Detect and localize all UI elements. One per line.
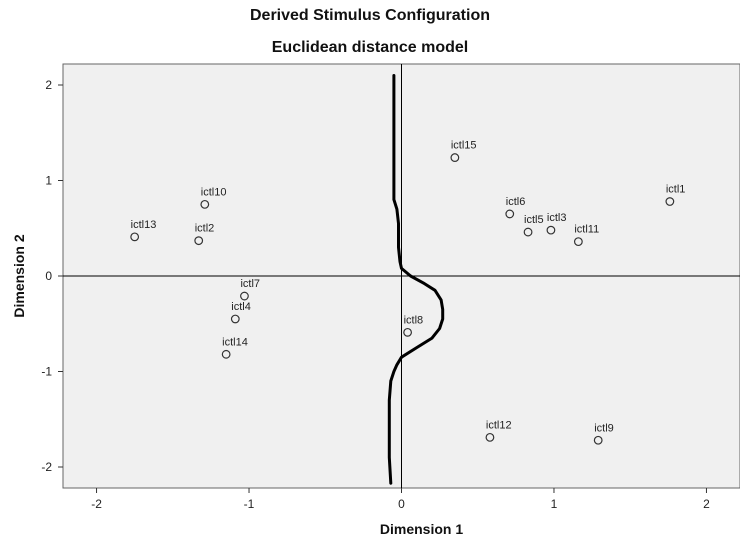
data-point: [200, 199, 210, 209]
data-point: [221, 349, 231, 359]
chart-title: Derived Stimulus Configuration: [249, 7, 490, 24]
data-point: [485, 432, 495, 442]
data-point: [665, 197, 675, 206]
x-axis-title: Dimension 1: [380, 521, 463, 537]
y-tick-label: -2: [41, 460, 52, 474]
data-point: [194, 236, 204, 246]
x-tick-label: 0: [398, 497, 405, 511]
fit-curve: [387, 74, 445, 485]
data-point-label: ictl4: [231, 301, 251, 313]
data-point: [523, 227, 533, 237]
data-point-label: ictl15: [451, 140, 477, 152]
y-tick-label: 1: [45, 174, 52, 188]
data-point-label: ictl8: [404, 314, 424, 326]
data-point-label: ictl3: [547, 212, 567, 224]
data-point-label: ictl11: [574, 224, 599, 236]
data-point: [546, 225, 556, 235]
data-point-label: ictl9: [594, 422, 614, 434]
data-point-label: ictl5: [524, 214, 544, 226]
x-tick-label: 2: [703, 497, 710, 511]
x-tick-label: -1: [244, 497, 255, 511]
y-tick-label: -1: [41, 364, 52, 378]
data-point: [450, 153, 460, 162]
data-point-label: ictl2: [195, 223, 215, 235]
data-point: [403, 327, 412, 337]
data-point: [593, 435, 603, 445]
data-point-label: ictl6: [506, 196, 526, 208]
y-tick-label: 0: [45, 269, 52, 283]
data-point: [230, 314, 240, 324]
data-point: [240, 291, 249, 301]
x-tick-label: 1: [551, 497, 558, 511]
y-tick-label: 2: [45, 78, 52, 92]
data-point: [573, 237, 583, 247]
data-point-label: ictl14: [222, 336, 248, 348]
data-point-label: ictl1: [666, 184, 686, 196]
y-axis-title: Dimension 2: [11, 234, 27, 317]
data-point-label: ictl13: [131, 219, 157, 231]
data-point-label: ictl12: [486, 419, 512, 431]
data-point-label: ictl7: [240, 278, 260, 290]
chart-subtitle: Euclidean distance model: [271, 39, 469, 56]
data-point: [130, 232, 140, 242]
x-tick-label: -2: [91, 497, 102, 511]
data-point: [505, 209, 515, 219]
data-point-label: ictl10: [201, 186, 227, 198]
